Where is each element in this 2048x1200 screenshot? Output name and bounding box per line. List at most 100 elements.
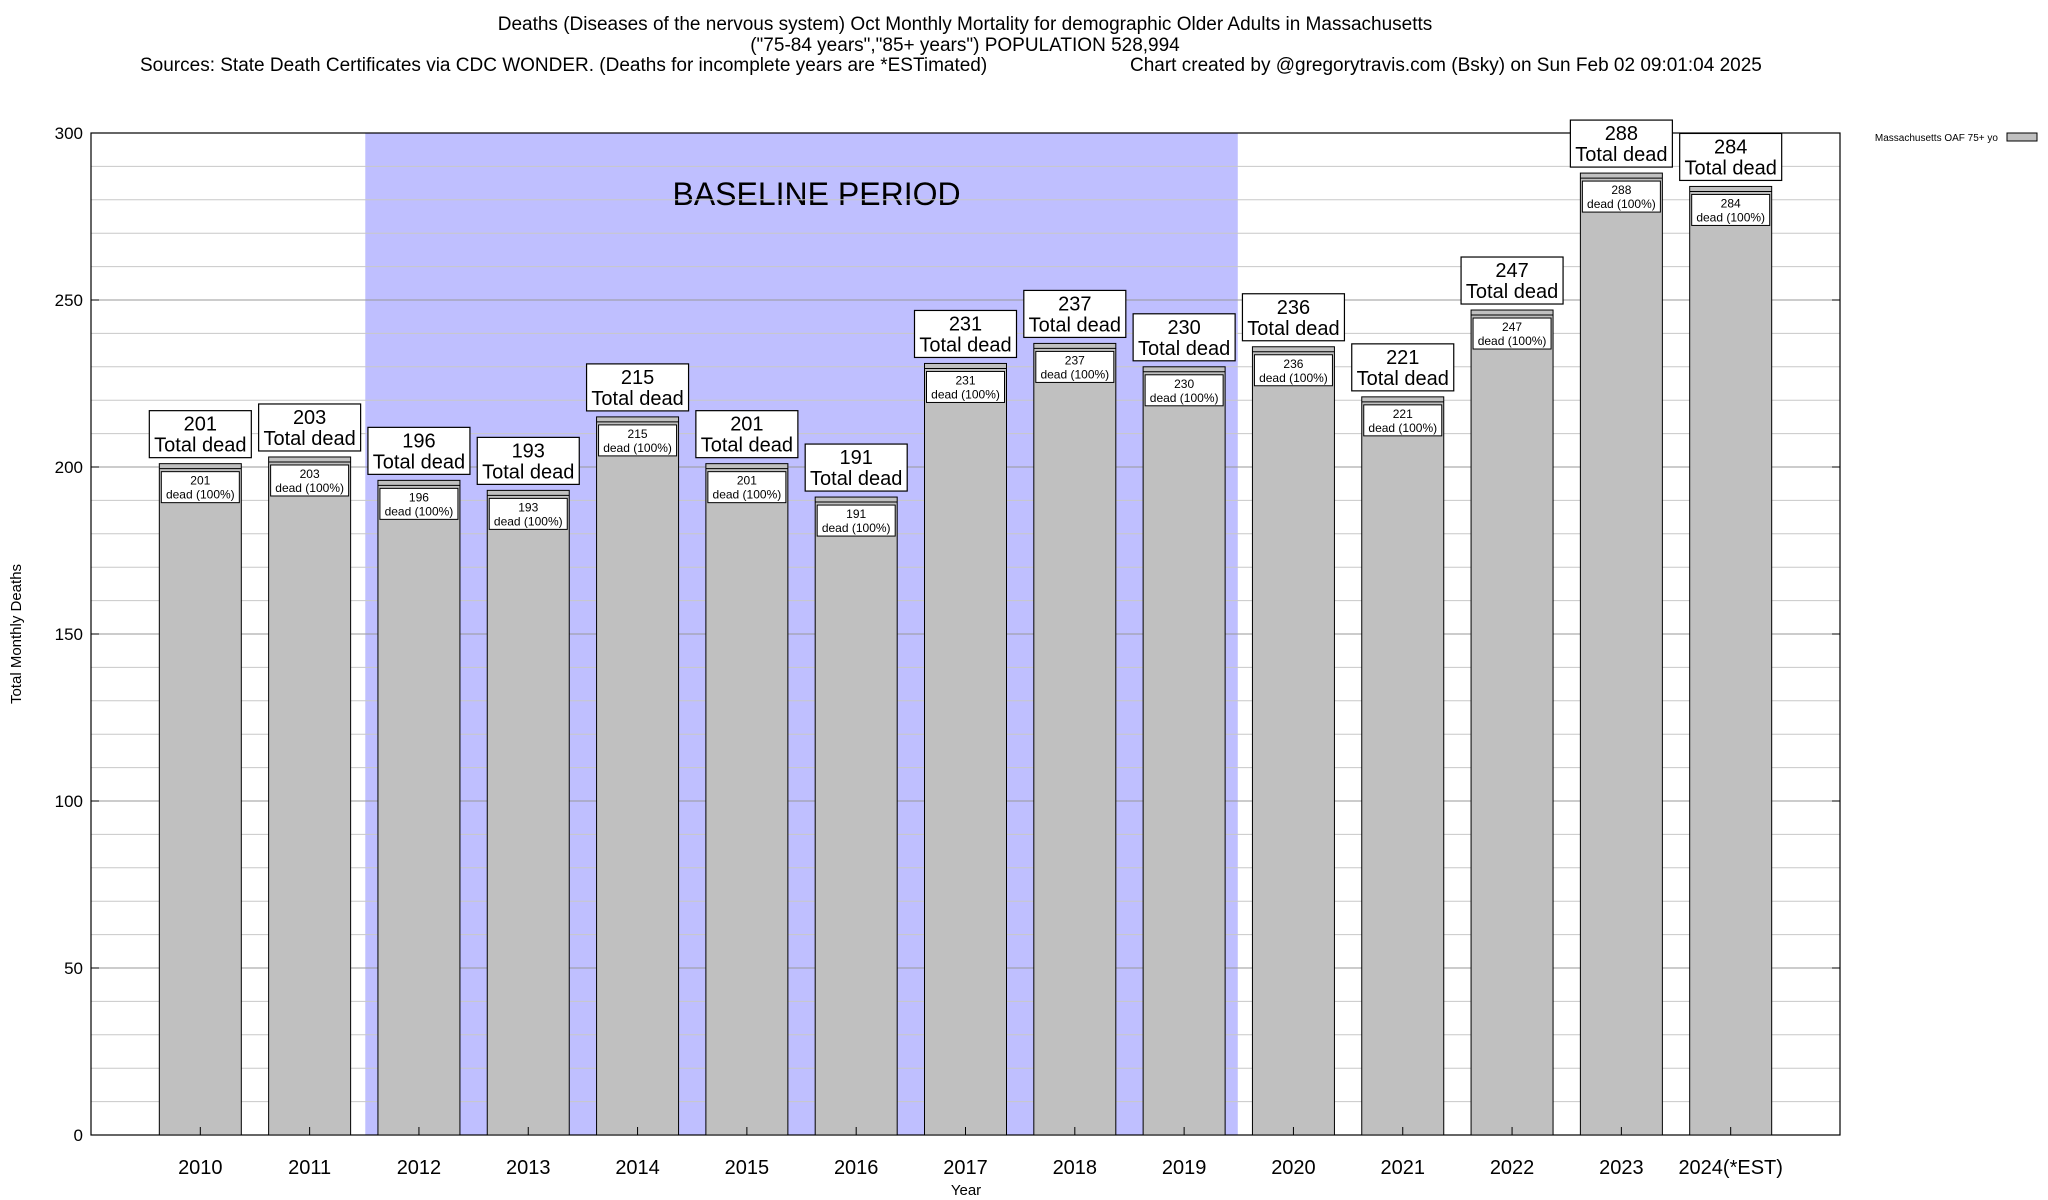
bar-inner-label: dead (100%) bbox=[931, 387, 1000, 401]
bar-total-value: 237 bbox=[1058, 293, 1091, 315]
bar-inner-label: dead (100%) bbox=[1478, 334, 1547, 348]
bar-total-label-box bbox=[1241, 293, 1346, 342]
bar-inner-label-box bbox=[379, 487, 459, 520]
bar-inner-label: dead (100%) bbox=[1150, 391, 1219, 405]
bar-inner-label: dead (100%) bbox=[1040, 367, 1109, 381]
bar bbox=[596, 416, 680, 1136]
chart-credit: Chart created by @gregorytravis.com (Bsk… bbox=[1130, 55, 1762, 76]
y-tick-label: 250 bbox=[55, 291, 83, 310]
bar-total-label-box bbox=[804, 443, 908, 492]
bar-inner-label: dead (100%) bbox=[603, 441, 672, 455]
legend-label: Massachusetts OAF 75+ yo bbox=[1875, 133, 1999, 144]
bar-inner-label: dead (100%) bbox=[1696, 210, 1765, 224]
bar-inner-label-box bbox=[1691, 193, 1771, 226]
bar-total-label-box bbox=[1132, 313, 1236, 362]
bar-inner-label: dead (100%) bbox=[166, 488, 235, 502]
bar-total-value: 247 bbox=[1495, 260, 1528, 282]
x-tick-label: 2011 bbox=[288, 1157, 331, 1179]
bar-total-label-box bbox=[476, 436, 580, 485]
bar-inner-label: dead (100%) bbox=[822, 521, 891, 535]
bar-inner-label-box bbox=[598, 424, 678, 457]
bar bbox=[486, 489, 570, 1136]
bar-total-label-box bbox=[1023, 289, 1127, 339]
bar-total-label: Total dead bbox=[482, 461, 574, 483]
bar-inner-label: dead (100%) bbox=[385, 504, 454, 518]
bar-total-label: Total dead bbox=[1466, 281, 1558, 303]
bar-total-label-box bbox=[1351, 343, 1455, 392]
bar-inner-value: 191 bbox=[846, 507, 866, 521]
bar-total-label: Total dead bbox=[263, 428, 355, 450]
bar-total-value: 288 bbox=[1605, 123, 1638, 145]
bar-total-value: 201 bbox=[184, 414, 217, 436]
bar-inner-label-box bbox=[1144, 374, 1224, 407]
x-tick-label: 2018 bbox=[1053, 1157, 1098, 1179]
y-tick-label: 100 bbox=[55, 792, 83, 811]
bar bbox=[1142, 366, 1226, 1136]
bar-inner-label-box bbox=[1035, 350, 1115, 383]
y-tick-label: 150 bbox=[55, 625, 83, 644]
bar-total-label: Total dead bbox=[1575, 144, 1667, 166]
x-tick-label: 2019 bbox=[1162, 1157, 1207, 1179]
bar-inner-label-box bbox=[270, 464, 350, 497]
bar-total-label: Total dead bbox=[701, 435, 793, 457]
bar-total-label-box bbox=[695, 410, 799, 459]
bar-total-value: 193 bbox=[512, 440, 545, 462]
bar-inner-label-box bbox=[160, 471, 240, 504]
x-tick-label: 2013 bbox=[506, 1157, 551, 1179]
x-tick-label: 2022 bbox=[1490, 1157, 1535, 1179]
legend-swatch bbox=[2006, 132, 2038, 142]
bar-inner-label: dead (100%) bbox=[494, 514, 563, 528]
bar-inner-label-box bbox=[707, 471, 787, 504]
bar-inner-value: 201 bbox=[737, 474, 757, 488]
x-tick-label: 2023 bbox=[1599, 1157, 1644, 1179]
bar-total-label: Total dead bbox=[1029, 314, 1121, 336]
bar bbox=[1361, 396, 1445, 1136]
chart-title-line-2: ("75-84 years","85+ years") POPULATION 5… bbox=[750, 35, 1180, 56]
bar-total-label-box bbox=[1460, 256, 1564, 305]
bar-total-value: 231 bbox=[949, 313, 982, 335]
bar-total-label: Total dead bbox=[154, 435, 246, 457]
bar bbox=[705, 463, 789, 1136]
bar-total-value: 230 bbox=[1167, 317, 1200, 339]
y-tick-label: 300 bbox=[55, 124, 83, 143]
bar bbox=[158, 463, 242, 1136]
bar-total-label: Total dead bbox=[919, 334, 1011, 356]
x-tick-label: 2021 bbox=[1381, 1157, 1426, 1179]
bar-inner-label-box bbox=[816, 504, 896, 537]
y-tick-label: 50 bbox=[64, 959, 83, 978]
bar-inner-label: dead (100%) bbox=[1368, 421, 1437, 435]
y-tick-label: 200 bbox=[55, 458, 83, 477]
x-tick-label: 2020 bbox=[1271, 1157, 1316, 1179]
bar-inner-value: 221 bbox=[1393, 407, 1413, 421]
bar-total-value: 203 bbox=[293, 407, 326, 429]
bar-total-label-box bbox=[1679, 132, 1783, 182]
bar bbox=[268, 456, 352, 1136]
bar-total-label: Total dead bbox=[373, 451, 465, 473]
bar-inner-label: dead (100%) bbox=[275, 481, 344, 495]
bar-total-value: 201 bbox=[730, 414, 763, 436]
bar-inner-label: dead (100%) bbox=[1259, 371, 1328, 385]
y-tick-label: 0 bbox=[74, 1126, 83, 1145]
bar-inner-value: 231 bbox=[955, 373, 975, 387]
bar-inner-label-box bbox=[1472, 317, 1552, 350]
bar-total-label-box bbox=[913, 309, 1018, 359]
bar-inner-label: dead (100%) bbox=[713, 488, 782, 502]
bar bbox=[1579, 172, 1663, 1136]
bar-total-value: 221 bbox=[1386, 347, 1419, 369]
bar-total-label-box bbox=[367, 426, 471, 475]
bar bbox=[1689, 185, 1773, 1136]
bar-total-label-box bbox=[585, 363, 690, 412]
bar-total-label-box bbox=[258, 403, 362, 452]
bar-inner-value: 284 bbox=[1721, 196, 1741, 210]
bar-inner-value: 203 bbox=[300, 467, 320, 481]
x-tick-label: 2014 bbox=[615, 1157, 660, 1179]
bar-inner-label-box bbox=[488, 497, 568, 530]
x-tick-label: 2012 bbox=[397, 1157, 442, 1179]
bar-total-value: 196 bbox=[402, 430, 435, 452]
y-axis-label: Total Monthly Deaths bbox=[8, 564, 25, 704]
bar-total-label: Total dead bbox=[1138, 338, 1230, 360]
bar-total-value: 215 bbox=[621, 367, 654, 389]
bar-total-label: Total dead bbox=[810, 468, 902, 490]
bar-inner-value: 193 bbox=[518, 500, 538, 514]
